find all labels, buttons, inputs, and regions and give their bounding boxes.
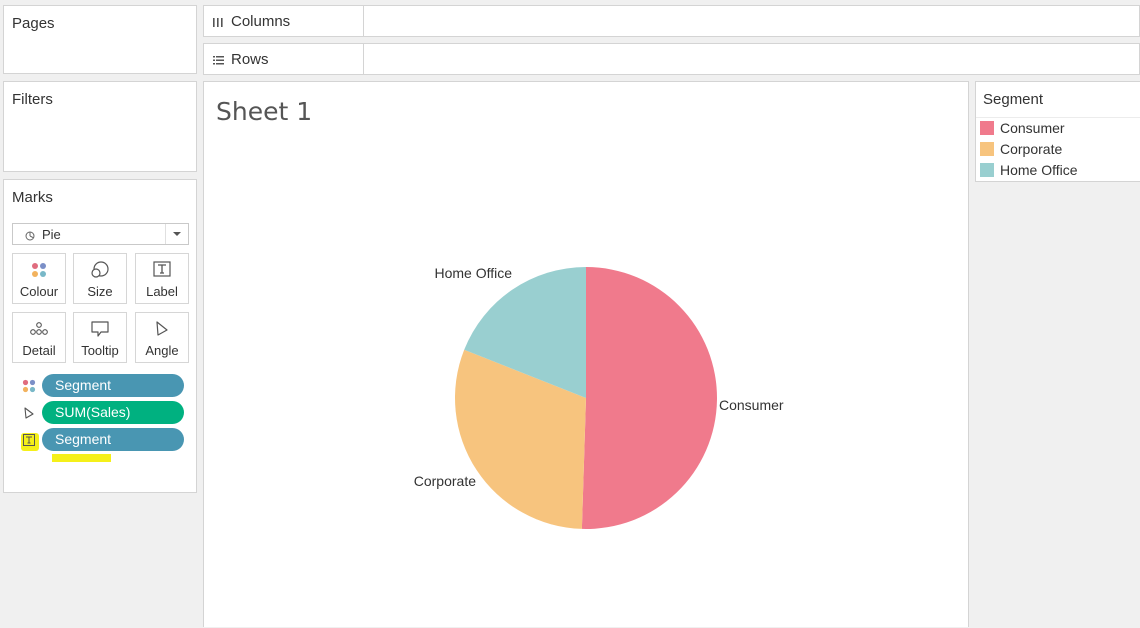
colour-dots-icon <box>21 378 37 394</box>
chevron-down-icon[interactable] <box>165 224 188 244</box>
marks-card: Marks Pie Colour Size Label Detail <box>3 179 197 493</box>
rows-shelf-label: Rows <box>204 44 364 74</box>
pill-row-label: Segment <box>4 428 198 452</box>
segment-label-pill[interactable]: Segment <box>42 428 184 451</box>
colour-label: Colour <box>19 284 59 299</box>
angle-label: Angle <box>145 343 179 358</box>
tooltip-label: Tooltip <box>81 343 119 358</box>
legend-swatch <box>980 142 994 156</box>
detail-button[interactable]: Detail <box>12 312 66 363</box>
pill-row-angle: SUM(Sales) <box>4 401 198 425</box>
pie-icon <box>25 229 35 241</box>
legend-item-label: Home Office <box>1000 162 1078 178</box>
marks-title: Marks <box>12 189 53 206</box>
columns-icon <box>212 15 224 27</box>
size-button[interactable]: Size <box>73 253 127 304</box>
pages-title: Pages <box>12 15 55 32</box>
columns-shelf[interactable]: Columns <box>203 5 1140 37</box>
segment-legend[interactable]: Segment Consumer Corporate Home Office <box>975 81 1140 182</box>
legend-divider <box>976 117 1140 118</box>
columns-label: Columns <box>231 12 291 30</box>
pie-slice-home-office[interactable] <box>464 267 586 398</box>
mark-type-label: Pie <box>42 226 61 242</box>
label-text-icon <box>136 261 188 279</box>
legend-item-home-office[interactable]: Home Office <box>980 161 1078 179</box>
detail-dots-icon <box>13 320 65 338</box>
rows-label: Rows <box>231 50 269 68</box>
label-button[interactable]: Label <box>135 253 189 304</box>
pie-label-home-office: Home Office <box>434 265 512 281</box>
label-label: Label <box>146 284 178 299</box>
sheet-title[interactable]: Sheet 1 <box>216 97 313 126</box>
highlight-underline <box>52 454 111 462</box>
pages-shelf[interactable]: Pages <box>3 5 197 74</box>
pill-row-colour: Segment <box>4 374 198 398</box>
angle-icon <box>136 320 188 338</box>
angle-button[interactable]: Angle <box>135 312 189 363</box>
legend-swatch <box>980 163 994 177</box>
legend-title: Segment <box>983 91 1044 108</box>
pie-label-corporate: Corporate <box>414 473 476 489</box>
filters-title: Filters <box>12 91 53 108</box>
legend-item-consumer[interactable]: Consumer <box>980 119 1065 137</box>
size-icon <box>74 261 126 279</box>
segment-colour-pill[interactable]: Segment <box>42 374 184 397</box>
rows-icon <box>212 53 224 65</box>
mark-type-dropdown[interactable]: Pie <box>12 223 189 245</box>
angle-icon <box>21 405 37 421</box>
detail-label: Detail <box>22 343 56 358</box>
filters-shelf[interactable]: Filters <box>3 81 197 172</box>
tooltip-button[interactable]: Tooltip <box>73 312 127 363</box>
colour-dots-icon <box>13 261 65 279</box>
pie-label-consumer: Consumer <box>719 397 784 413</box>
colour-button[interactable]: Colour <box>12 253 66 304</box>
label-text-icon <box>21 432 37 448</box>
size-label: Size <box>87 284 113 299</box>
legend-item-label: Corporate <box>1000 141 1063 157</box>
columns-shelf-label: Columns <box>204 6 364 36</box>
legend-swatch <box>980 121 994 135</box>
pie-slice-consumer[interactable] <box>581 267 718 529</box>
sheet-view[interactable]: Sheet 1 Consumer Corporate Home Office <box>203 81 969 627</box>
legend-item-corporate[interactable]: Corporate <box>980 140 1062 158</box>
tooltip-icon <box>74 320 126 338</box>
pie-slice-corporate[interactable] <box>455 349 586 529</box>
sum-sales-angle-pill[interactable]: SUM(Sales) <box>42 401 184 424</box>
rows-shelf[interactable]: Rows <box>203 43 1140 75</box>
pie-chart[interactable]: Consumer Corporate Home Office <box>204 82 970 628</box>
legend-item-label: Consumer <box>1000 120 1065 136</box>
